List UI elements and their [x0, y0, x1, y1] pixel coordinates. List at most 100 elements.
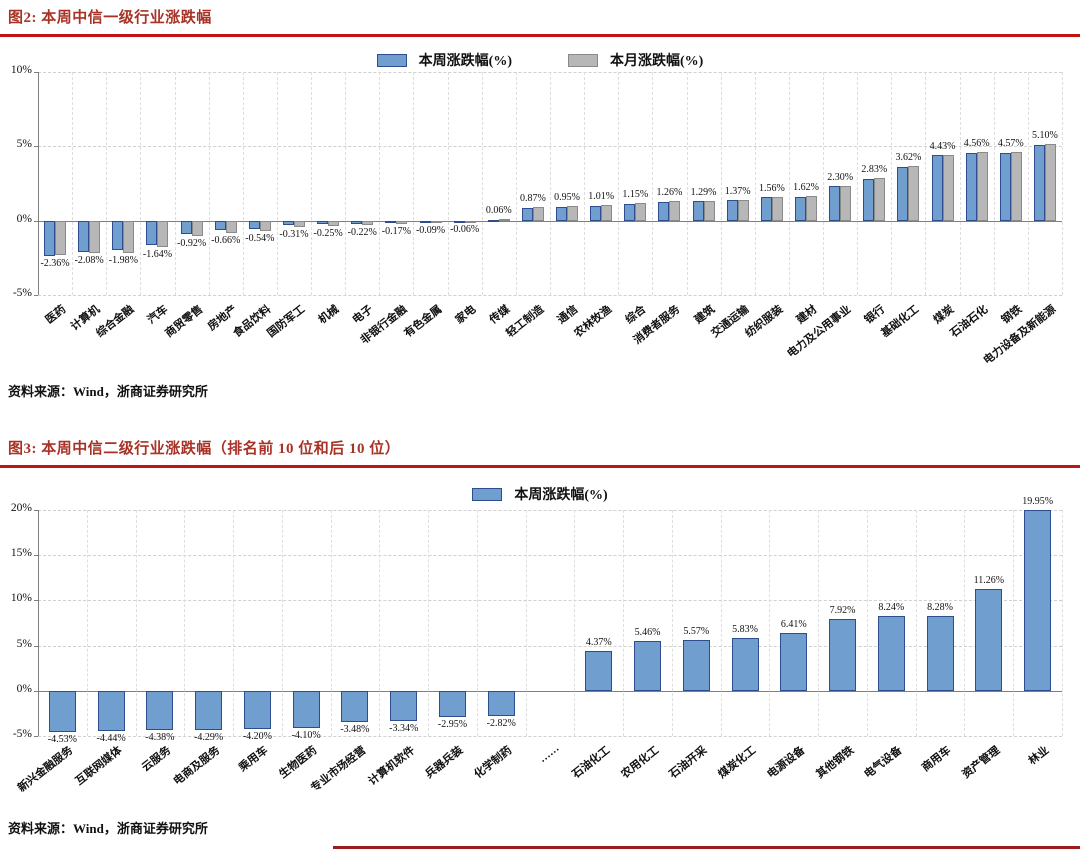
bar-month: [703, 201, 715, 221]
value-label: -0.09%: [415, 224, 446, 236]
bar-week: [438, 690, 466, 718]
bar-week: [556, 206, 568, 221]
v-gridline: [671, 510, 673, 736]
bar-month: [1044, 144, 1056, 221]
bar-week: [341, 690, 369, 723]
y-tick-mark: [34, 510, 38, 511]
h-gridline: [38, 645, 1062, 647]
value-label: 19.95%: [1022, 496, 1054, 508]
v-gridline: [281, 510, 283, 736]
v-gridline: [652, 72, 654, 295]
v-gridline: [1062, 72, 1063, 295]
bar-week: [78, 220, 90, 252]
v-gridline: [891, 72, 893, 295]
bar-week: [975, 589, 1003, 691]
bar-week: [214, 220, 226, 231]
value-label: -4.44%: [96, 732, 126, 744]
bar-month: [532, 207, 544, 221]
v-gridline: [311, 72, 313, 295]
v-gridline: [915, 510, 917, 736]
v-gridline: [174, 72, 176, 295]
value-label: -4.20%: [242, 730, 273, 742]
value-label: 4.43%: [929, 140, 956, 152]
value-label: -0.54%: [245, 233, 275, 245]
value-label: 1.26%: [656, 187, 683, 199]
bar-month: [328, 220, 340, 226]
v-gridline: [618, 72, 620, 295]
bar-week: [419, 220, 431, 223]
bar-month: [55, 220, 67, 255]
value-label: 3.62%: [895, 152, 922, 164]
bar-week: [634, 641, 662, 691]
value-label: -2.82%: [486, 718, 516, 730]
y-tick-label: 10%: [10, 592, 32, 605]
bar-week: [487, 690, 515, 717]
bar-month: [669, 201, 681, 221]
y-tick-mark: [34, 555, 38, 557]
bar-month: [225, 220, 237, 233]
value-label: 1.01%: [588, 191, 615, 203]
v-gridline: [550, 72, 551, 295]
y-tick-label: 5%: [16, 138, 32, 151]
bar-week: [351, 220, 363, 224]
value-label: 5.57%: [683, 626, 710, 638]
bar-week: [624, 203, 636, 221]
value-label: 8.24%: [878, 602, 905, 614]
value-label: -4.53%: [47, 733, 77, 745]
chart2-legend: 本周涨跌幅(%): [0, 484, 1080, 504]
bar-week: [487, 219, 499, 222]
bar-week: [1024, 510, 1052, 691]
value-label: 1.37%: [724, 185, 751, 197]
y-tick-mark: [34, 645, 38, 647]
v-gridline: [964, 510, 966, 736]
value-label: 6.41%: [780, 618, 807, 630]
value-label: 0.87%: [520, 193, 546, 205]
bar-month: [942, 154, 954, 221]
figure3-source: 资料来源：Wind，浙商证券研究所: [8, 821, 208, 836]
value-label: -1.98%: [108, 255, 138, 267]
bar-month: [771, 196, 783, 221]
bar-week: [146, 690, 174, 731]
v-gridline: [379, 72, 381, 295]
bar-week: [195, 690, 223, 730]
value-label: 0.06%: [485, 205, 512, 217]
value-label: 5.83%: [732, 624, 758, 636]
bar-week: [931, 154, 943, 221]
bar-month: [976, 152, 988, 221]
bar-month: [89, 220, 101, 253]
bar-month: [737, 199, 749, 221]
bar-month: [806, 196, 817, 221]
v-gridline: [515, 72, 517, 295]
bar-week: [780, 632, 808, 691]
bar-week: [682, 640, 710, 691]
v-gridline: [866, 510, 868, 736]
bar-week: [453, 220, 465, 223]
bar-week: [585, 651, 613, 691]
bar-week: [965, 152, 977, 221]
value-label: -0.22%: [347, 227, 377, 239]
value-label: -4.10%: [291, 729, 321, 741]
value-label: 4.56%: [963, 138, 990, 150]
week-series-swatch: [376, 53, 407, 67]
v-gridline: [476, 510, 478, 736]
value-label: 5.46%: [634, 627, 661, 639]
figure2-source: 资料来源：Wind，浙商证券研究所: [8, 384, 208, 399]
v-gridline: [428, 510, 430, 736]
value-label: 8.28%: [927, 601, 954, 613]
bar-week: [692, 201, 704, 221]
bar-month: [259, 220, 271, 232]
v-gridline: [72, 72, 74, 295]
week-series-label: 本周涨跌幅(%): [514, 488, 608, 503]
value-label: 2.30%: [827, 171, 854, 183]
bar-week: [877, 616, 905, 691]
v-gridline: [106, 72, 108, 295]
y-tick-label: 20%: [10, 502, 32, 514]
bar-month: [635, 202, 647, 221]
plot-area: [38, 510, 1063, 737]
bar-week: [897, 166, 909, 221]
v-gridline: [140, 72, 142, 295]
bar-month: [908, 166, 920, 221]
y-tick-label: 0%: [16, 212, 32, 225]
y-tick-label: -5%: [12, 728, 32, 740]
value-label: -0.06%: [450, 224, 480, 236]
